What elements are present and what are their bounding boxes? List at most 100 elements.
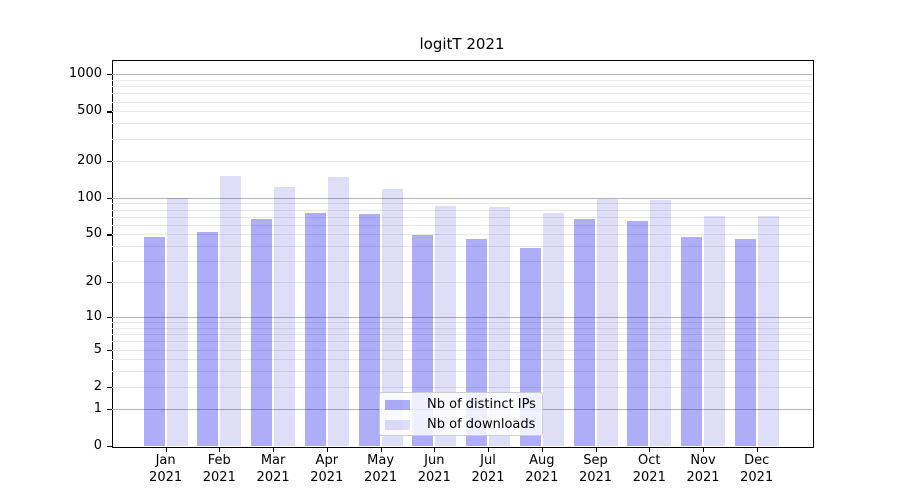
grid-line-major xyxy=(112,316,812,318)
y-tick-label: 10 xyxy=(85,308,102,324)
bar-downloads-feb xyxy=(220,176,242,446)
grid-line-minor xyxy=(112,111,812,113)
x-tick-label: Mar 2021 xyxy=(256,453,290,485)
bar-ips-oct xyxy=(627,221,649,446)
grid-line-major xyxy=(112,74,812,76)
x-tick-mark xyxy=(165,447,167,452)
bar-downloads-nov xyxy=(704,215,725,446)
bar-downloads-jan xyxy=(166,197,188,446)
grid-line-minor xyxy=(112,123,812,125)
grid-line-minor xyxy=(112,101,812,103)
x-tick-label: Jul 2021 xyxy=(471,453,505,485)
grid-line-minor xyxy=(112,203,812,205)
x-tick-mark xyxy=(756,447,758,452)
bar-downloads-jun xyxy=(435,206,457,446)
grid-line-minor xyxy=(112,386,812,388)
bar-downloads-aug xyxy=(542,212,564,446)
y-tick-label: 1000 xyxy=(68,66,102,82)
grid-line-minor xyxy=(112,216,812,218)
bar-downloads-jul xyxy=(489,206,510,446)
legend-label-ips: Nb of distinct IPs xyxy=(427,397,536,412)
chart-title: logitT 2021 xyxy=(419,35,505,53)
y-tick-mark xyxy=(107,282,112,284)
y-tick-mark xyxy=(107,349,112,351)
x-tick-label: May 2021 xyxy=(364,453,398,485)
grid-line-minor xyxy=(112,261,812,263)
y-tick-mark xyxy=(107,316,112,319)
bar-downloads-may xyxy=(381,188,403,446)
grid-line-minor xyxy=(112,209,812,211)
x-tick-label: Jun 2021 xyxy=(417,453,451,485)
x-tick-label: Feb 2021 xyxy=(202,453,236,485)
x-tick-label: Dec 2021 xyxy=(740,453,774,485)
bar-ips-dec xyxy=(734,238,756,446)
bar-ips-sep xyxy=(573,218,595,446)
x-tick-mark xyxy=(541,447,543,452)
x-tick-mark xyxy=(380,447,382,452)
x-tick-mark xyxy=(595,447,597,452)
x-tick-label: Sep 2021 xyxy=(578,453,613,485)
x-tick-label: Oct 2021 xyxy=(632,453,666,485)
y-tick-mark xyxy=(107,74,112,76)
y-tick-mark xyxy=(107,111,112,113)
y-tick-label: 50 xyxy=(85,226,102,242)
y-tick-mark xyxy=(107,408,112,410)
grid-line-minor xyxy=(112,349,812,351)
bar-downloads-dec xyxy=(757,215,779,446)
y-tick-mark xyxy=(107,446,112,448)
grid-line-major xyxy=(112,197,812,199)
y-tick-mark xyxy=(107,197,112,199)
x-tick-mark xyxy=(488,447,490,452)
y-tick-label: 100 xyxy=(77,189,102,205)
y-tick-label: 0 xyxy=(93,438,102,453)
grid-line-minor xyxy=(112,371,812,373)
y-tick-mark xyxy=(107,160,112,162)
grid-line-minor xyxy=(112,341,812,343)
grid-line-minor xyxy=(112,160,812,162)
bar-ips-jan xyxy=(143,236,165,446)
bar-downloads-apr xyxy=(327,176,349,446)
x-tick-mark xyxy=(434,447,436,452)
bar-ips-apr xyxy=(304,212,326,446)
x-tick-mark xyxy=(219,447,221,452)
legend-swatch-downloads xyxy=(385,420,410,430)
y-tick-mark xyxy=(107,386,112,389)
x-tick-mark xyxy=(703,447,705,452)
x-tick-label: Nov 2021 xyxy=(686,453,720,485)
grid-line-minor xyxy=(112,224,812,226)
legend-row-downloads: Nb of downloads xyxy=(385,415,537,435)
y-tick-label: 5 xyxy=(93,341,102,357)
x-tick-label: Apr 2021 xyxy=(310,453,344,485)
x-tick-mark xyxy=(326,447,328,452)
bar-ips-mar xyxy=(251,218,273,446)
grid-line-minor xyxy=(112,234,812,236)
grid-line-minor xyxy=(112,322,812,324)
y-tick-label: 2 xyxy=(93,378,102,394)
bar-downloads-sep xyxy=(596,198,618,446)
grid-line-minor xyxy=(112,86,812,88)
y-tick-mark xyxy=(107,234,112,236)
bar-downloads-oct xyxy=(650,200,672,446)
grid-line-minor xyxy=(112,93,812,95)
x-tick-mark xyxy=(649,447,651,452)
x-tick-mark xyxy=(273,447,275,452)
grid-line-minor xyxy=(112,79,812,81)
x-tick-label: Jan 2021 xyxy=(149,453,183,485)
grid-line-minor xyxy=(112,282,812,284)
y-tick-label: 500 xyxy=(77,103,102,119)
plot-area xyxy=(112,60,814,448)
grid-line-minor xyxy=(112,327,812,329)
grid-line-minor xyxy=(112,359,812,361)
bar-downloads-mar xyxy=(274,186,296,446)
y-tick-label: 200 xyxy=(77,152,102,168)
grid-line-minor xyxy=(112,138,812,140)
legend: Nb of distinct IPs Nb of downloads xyxy=(379,392,543,436)
bar-ips-may xyxy=(358,214,380,446)
x-tick-label: Aug 2021 xyxy=(525,453,559,485)
y-tick-label: 20 xyxy=(85,274,102,290)
bar-ips-nov xyxy=(681,236,702,446)
grid-line-minor xyxy=(112,334,812,336)
bar-ips-feb xyxy=(197,232,219,446)
legend-swatch-ips xyxy=(385,400,410,410)
